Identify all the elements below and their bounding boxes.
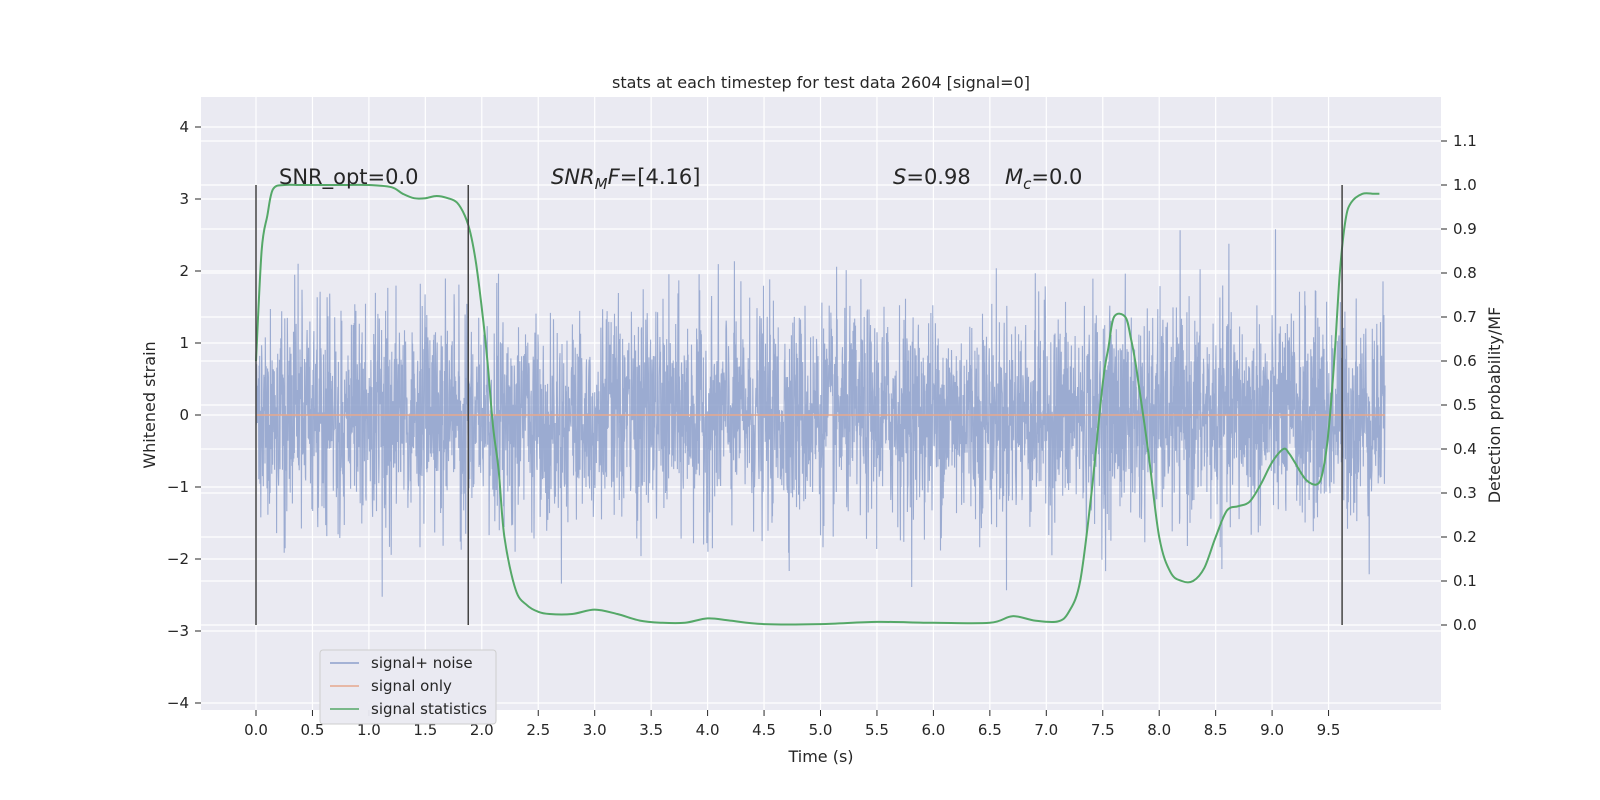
annotation-snr-mf: SNRMF=[4.16] xyxy=(551,165,700,193)
x-axis-title: Time (s) xyxy=(787,747,853,766)
annotation-mc-value: =0.0 xyxy=(1031,165,1082,189)
y2-tick-label: 0.0 xyxy=(1453,616,1477,634)
y2-tick-label: 1.1 xyxy=(1453,132,1477,150)
annotation-snr-opt: SNR_opt=0.0 xyxy=(279,165,419,190)
annotation-s-value: =0.98 xyxy=(906,165,970,189)
legend-label-signal-noise: signal+ noise xyxy=(371,654,473,672)
x-tick-label: 8.5 xyxy=(1204,721,1228,739)
x-tick-label: 0.5 xyxy=(301,721,325,739)
y2-axis-ticks: 1.1 1.0 0.9 0.8 0.7 0.6 0.5 0.4 0.3 0.2 0.1 0.0 xyxy=(1441,132,1477,634)
legend-label-signal-statistics: signal statistics xyxy=(371,700,487,718)
y2-tick-label: 0.8 xyxy=(1453,264,1477,282)
chart-title: stats at each timestep for test data 260… xyxy=(612,73,1030,92)
x-tick-label: 5.5 xyxy=(865,721,889,739)
y-tick-label: 1 xyxy=(179,334,189,352)
x-tick-label: 0.0 xyxy=(244,721,268,739)
x-tick-label: 6.5 xyxy=(978,721,1002,739)
y-tick-label: 2 xyxy=(179,262,189,280)
annotation-snr-mf-f: F xyxy=(608,165,621,189)
x-tick-label: 2.5 xyxy=(526,721,550,739)
legend-box xyxy=(319,649,497,725)
signal-statistics-line xyxy=(255,183,1380,626)
annotation-snr-mf-value: =[4.16] xyxy=(620,165,701,189)
y2-tick-label: 0.9 xyxy=(1453,220,1477,238)
x-tick-label: 5.0 xyxy=(809,721,833,739)
y-axis-title: Whitened strain xyxy=(140,341,159,468)
x-tick-label: 7.0 xyxy=(1034,721,1058,739)
y2-tick-label: 0.2 xyxy=(1453,528,1477,546)
x-tick-label: 9.5 xyxy=(1317,721,1341,739)
y-tick-label: 3 xyxy=(179,190,189,208)
x-tick-label: 3.5 xyxy=(639,721,663,739)
annotation-mc: Mc=0.0 xyxy=(1005,165,1082,193)
legend-label-signal-only: signal only xyxy=(371,677,452,695)
y2-tick-label: 0.5 xyxy=(1453,396,1477,414)
y-tick-label: −3 xyxy=(167,622,189,640)
series-signal-statistics xyxy=(255,183,1380,626)
x-tick-label: 1.5 xyxy=(413,721,437,739)
x-tick-label: 8.0 xyxy=(1147,721,1171,739)
y2-tick-label: 1.0 xyxy=(1453,176,1477,194)
vertical-markers xyxy=(255,185,1343,625)
x-tick-label: 3.0 xyxy=(583,721,607,739)
y-tick-label: −1 xyxy=(167,478,189,496)
annotation-s-label: S xyxy=(893,165,906,189)
annotation-s: S=0.98 xyxy=(893,165,971,189)
x-tick-label: 4.5 xyxy=(752,721,776,739)
y2-tick-label: 0.4 xyxy=(1453,440,1477,458)
annotation-mc-label: M xyxy=(1005,165,1023,189)
y2-tick-label: 0.3 xyxy=(1453,484,1477,502)
noise-line xyxy=(255,229,1386,597)
x-axis-ticks: 0.0 0.5 1.0 1.5 2.0 2.5 3.0 3.5 4.0 4.5 5.0 5.5 6.0 6… xyxy=(244,710,1340,739)
x-tick-label: 1.0 xyxy=(357,721,381,739)
x-tick-label: 2.0 xyxy=(470,721,494,739)
y-tick-label: −2 xyxy=(167,550,189,568)
annotation-snr-mf-label: SNR xyxy=(551,165,595,189)
annotation-snr-mf-sub: M xyxy=(595,175,608,193)
y-tick-label: 0 xyxy=(179,406,189,424)
annotation-mc-sub: c xyxy=(1023,175,1032,193)
y2-tick-label: 0.6 xyxy=(1453,352,1477,370)
y-axis-ticks: 4 3 2 1 0 −1 −2 −3 −4 xyxy=(167,118,201,712)
y2-tick-label: 0.7 xyxy=(1453,308,1477,326)
x-tick-label: 4.0 xyxy=(696,721,720,739)
y2-tick-label: 0.1 xyxy=(1453,572,1477,590)
x-tick-label: 9.0 xyxy=(1260,721,1284,739)
x-tick-label: 7.5 xyxy=(1091,721,1115,739)
series-signal-noise xyxy=(255,229,1386,597)
legend: signal+ noise signal only signal statist… xyxy=(319,649,497,725)
x-tick-label: 6.0 xyxy=(921,721,945,739)
y-tick-label: 4 xyxy=(179,118,189,136)
y2-axis-title: Detection probability/MF xyxy=(1485,307,1504,504)
y-tick-label: −4 xyxy=(167,694,189,712)
